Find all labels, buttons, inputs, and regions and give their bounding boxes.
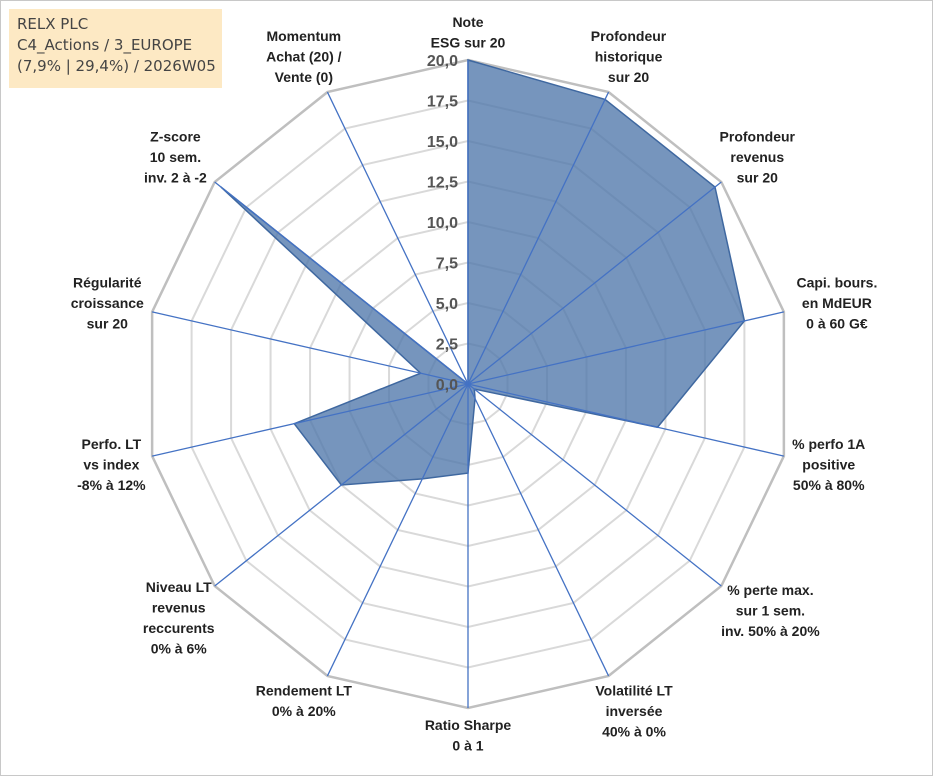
axis-label-line: 10 sem. <box>150 149 201 165</box>
axis-spoke <box>467 383 785 457</box>
info-stats: (7,9% | 29,4%) / 2026W05 <box>17 57 216 75</box>
axis-spoke <box>151 311 469 385</box>
axis-label-line: sur 1 sem. <box>736 602 805 618</box>
axis-label-line: % perte max. <box>727 582 813 598</box>
axis-spoke <box>467 91 610 385</box>
axis-label: Note ESG sur 20 <box>431 14 506 51</box>
axis-label-line: Note <box>452 14 483 30</box>
radar-axis-labels: Note ESG sur 20 Profondeur historique sur 20… <box>71 14 878 754</box>
axis-label: % perfo 1A positive 50% à 80% <box>792 436 865 493</box>
tick-label: 0,0 <box>436 377 458 394</box>
axis-label: Rendement LT 0% à 20% <box>256 682 353 719</box>
axis-label-line: Achat (20) / <box>266 48 342 64</box>
axis-label: % perte max. sur 1 sem. inv. 50% à 20% <box>721 582 820 639</box>
axis-spoke <box>467 181 722 385</box>
axis-label: Momentum Achat (20) / Vente (0) <box>266 28 342 85</box>
axis-label-line: 0 à 1 <box>452 738 483 754</box>
axis-label: Ratio Sharpe 0 à 1 <box>425 717 512 754</box>
axis-label-line: 40% à 0% <box>602 724 666 740</box>
axis-label-line: 0 à 60 G€ <box>806 315 868 331</box>
axis-label-line: Z-score <box>150 129 201 145</box>
axis-label-line: Perfo. LT <box>82 436 142 452</box>
axis-label-line: Profondeur <box>591 28 667 44</box>
tick-label: 12,5 <box>427 175 458 192</box>
axis-label-line: reccurents <box>143 620 215 636</box>
axis-label-line: positive <box>802 457 855 473</box>
axis-label-line: Rendement LT <box>256 682 353 698</box>
axis-label-line: 50% à 80% <box>793 477 865 493</box>
axis-label-line: Régularité <box>73 274 142 290</box>
axis-label-line: Capi. bours. <box>796 274 877 290</box>
tick-label: 7,5 <box>436 256 458 273</box>
axis-label: Régularité croissance sur 20 <box>71 274 144 331</box>
axis-label-line: sur 20 <box>608 69 649 85</box>
axis-spoke <box>214 383 469 587</box>
axis-label-line: sur 20 <box>87 315 128 331</box>
axis-label-line: sur 20 <box>737 170 778 186</box>
axis-label-line: % perfo 1A <box>792 436 865 452</box>
axis-label-line: 0% à 6% <box>151 640 208 656</box>
axis-label: Volatilité LT inversée 40% à 0% <box>595 683 673 740</box>
axis-label-line: ESG sur 20 <box>431 34 506 50</box>
info-company-name: RELX PLC <box>17 15 89 33</box>
axis-label: Perfo. LT vs index -8% à 12% <box>77 436 146 493</box>
radar-tick-labels: 0,0 2,5 5,0 7,5 10,0 12,5 15,0 17,5 20,0 <box>427 53 458 394</box>
axis-spoke <box>467 311 785 385</box>
info-box: RELX PLC C4_Actions / 3_EUROPE (7,9% | 2… <box>9 9 222 88</box>
axis-label-line: Niveau LT <box>146 579 212 595</box>
axis-label: Profondeur historique sur 20 <box>591 28 667 85</box>
axis-label-line: -8% à 12% <box>77 477 146 493</box>
axis-label-line: historique <box>595 48 663 64</box>
axis-spoke <box>151 383 469 457</box>
axis-label-line: inv. 50% à 20% <box>721 623 820 639</box>
tick-label: 2,5 <box>436 337 458 354</box>
axis-label-line: inversée <box>606 703 663 719</box>
axis-label-line: 0% à 20% <box>272 703 336 719</box>
axis-spoke <box>214 181 469 385</box>
axis-label-line: revenus <box>152 599 206 615</box>
tick-label: 5,0 <box>436 296 458 313</box>
axis-spoke <box>326 91 469 385</box>
axis-label-line: revenus <box>730 149 784 165</box>
axis-label: Profondeur revenus sur 20 <box>720 129 796 186</box>
axis-spoke <box>326 383 469 677</box>
axis-label-line: Vente (0) <box>275 69 333 85</box>
tick-label: 15,0 <box>427 134 458 151</box>
axis-label-line: Ratio Sharpe <box>425 717 512 733</box>
tick-label: 17,5 <box>427 94 458 111</box>
axis-label-line: Volatilité LT <box>595 683 673 699</box>
axis-label-line: Profondeur <box>720 129 796 145</box>
axis-label: Z-score 10 sem. inv. 2 à -2 <box>144 129 207 186</box>
axis-label-line: Momentum <box>266 28 341 44</box>
axis-label-line: croissance <box>71 295 144 311</box>
axis-label-line: en MdEUR <box>802 295 872 311</box>
axis-label: Capi. bours. en MdEUR 0 à 60 G€ <box>796 274 877 331</box>
tick-label: 20,0 <box>427 53 458 70</box>
info-category: C4_Actions / 3_EUROPE <box>17 36 193 54</box>
axis-label-line: vs index <box>83 457 139 473</box>
tick-label: 10,0 <box>427 215 458 232</box>
axis-label-line: inv. 2 à -2 <box>144 170 207 186</box>
axis-spoke <box>467 383 610 677</box>
radar-axes <box>151 60 785 708</box>
axis-spoke <box>467 383 722 587</box>
axis-label: Niveau LT revenus reccurents 0% à 6% <box>143 579 215 657</box>
